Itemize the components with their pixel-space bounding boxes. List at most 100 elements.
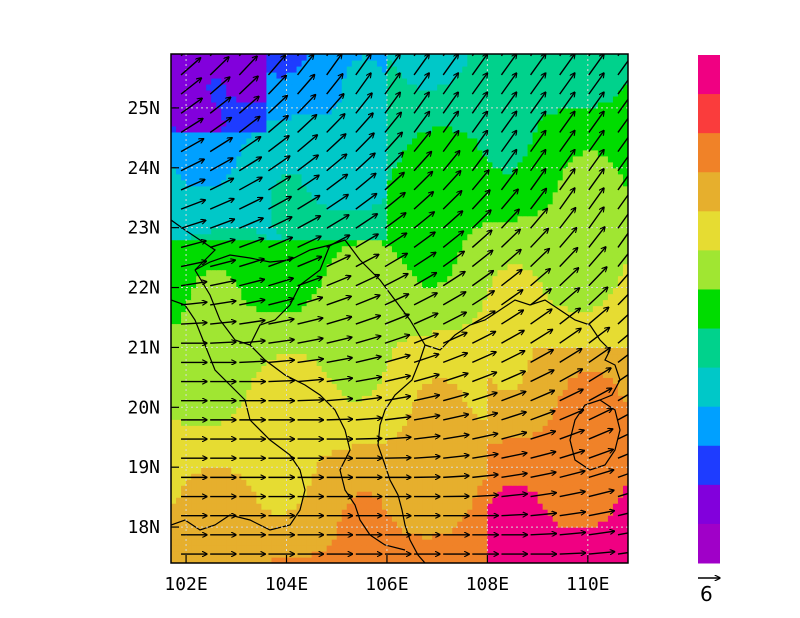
field-cell bbox=[281, 545, 288, 552]
field-cell bbox=[522, 353, 529, 360]
field-cell bbox=[417, 293, 423, 301]
field-cell bbox=[597, 425, 604, 432]
field-cell bbox=[391, 263, 398, 271]
field-cell bbox=[216, 419, 222, 426]
field-cell bbox=[351, 413, 358, 420]
field-cell bbox=[286, 443, 293, 450]
field-cell bbox=[286, 311, 293, 319]
field-cell bbox=[351, 353, 358, 360]
field-cell bbox=[276, 341, 283, 349]
field-cell bbox=[191, 371, 197, 378]
field-cell bbox=[512, 557, 519, 563]
field-cell bbox=[231, 521, 237, 528]
field-cell bbox=[326, 329, 333, 337]
field-cell bbox=[422, 383, 428, 390]
field-cell bbox=[271, 257, 278, 265]
field-cell bbox=[296, 527, 303, 534]
field-cell bbox=[552, 479, 559, 486]
field-cell bbox=[557, 545, 564, 552]
field-cell bbox=[291, 527, 298, 534]
field-cell bbox=[427, 545, 433, 552]
field-cell bbox=[391, 245, 398, 253]
field-cell bbox=[181, 407, 187, 414]
field-cell bbox=[607, 299, 614, 307]
field-cell bbox=[467, 413, 473, 420]
field-cell bbox=[391, 527, 398, 534]
field-cell bbox=[427, 383, 433, 390]
field-cell bbox=[321, 251, 328, 259]
field-cell bbox=[211, 263, 217, 271]
field-cell bbox=[532, 545, 539, 552]
field-cell bbox=[391, 467, 398, 474]
field-cell bbox=[341, 371, 348, 378]
field-cell bbox=[402, 497, 408, 504]
field-cell bbox=[261, 437, 268, 444]
field-cell bbox=[371, 341, 378, 349]
field-cell bbox=[457, 329, 463, 337]
field-cell bbox=[236, 551, 242, 558]
field-cell bbox=[432, 287, 438, 295]
field-cell bbox=[291, 329, 298, 337]
field-cell bbox=[492, 383, 499, 390]
field-cell bbox=[502, 491, 509, 498]
field-cell bbox=[507, 557, 514, 563]
field-cell bbox=[497, 377, 504, 384]
field-cell bbox=[537, 275, 544, 283]
field-cell bbox=[422, 437, 428, 444]
field-cell bbox=[316, 347, 323, 355]
field-cell bbox=[542, 365, 549, 372]
field-cell bbox=[386, 275, 393, 283]
field-cell bbox=[246, 419, 252, 426]
field-cell bbox=[196, 305, 202, 313]
field-cell bbox=[582, 305, 589, 313]
field-cell bbox=[366, 527, 373, 534]
field-cell bbox=[271, 371, 278, 378]
field-cell bbox=[472, 557, 478, 563]
field-cell bbox=[306, 389, 313, 396]
field-cell bbox=[457, 287, 463, 295]
field-cell bbox=[331, 305, 338, 313]
field-cell bbox=[396, 425, 403, 432]
field-cell bbox=[587, 413, 594, 420]
field-cell bbox=[356, 401, 363, 408]
field-cell bbox=[472, 455, 478, 462]
field-cell bbox=[417, 437, 423, 444]
field-cell bbox=[437, 467, 443, 474]
field-cell bbox=[622, 455, 628, 462]
field-cell bbox=[176, 353, 182, 360]
field-cell bbox=[497, 389, 504, 396]
field-cell bbox=[497, 305, 504, 313]
field-cell bbox=[266, 461, 273, 468]
field-cell bbox=[326, 287, 333, 295]
field-cell bbox=[386, 461, 393, 468]
field-cell bbox=[311, 353, 318, 360]
field-cell bbox=[286, 485, 293, 492]
field-cell bbox=[336, 377, 343, 384]
field-cell bbox=[201, 323, 207, 331]
field-cell bbox=[562, 365, 569, 372]
field-cell bbox=[492, 443, 499, 450]
field-cell bbox=[417, 377, 423, 384]
field-cell bbox=[356, 509, 363, 516]
field-cell bbox=[206, 305, 212, 313]
field-cell bbox=[346, 407, 353, 414]
field-cell bbox=[241, 275, 247, 283]
field-cell bbox=[542, 407, 549, 414]
field-cell bbox=[286, 467, 293, 474]
field-cell bbox=[417, 533, 423, 540]
field-cell bbox=[602, 311, 609, 319]
field-cell bbox=[532, 275, 539, 283]
field-cell bbox=[381, 377, 388, 384]
field-cell bbox=[236, 467, 242, 474]
field-cell bbox=[356, 533, 363, 540]
field-cell bbox=[381, 287, 388, 295]
field-cell bbox=[402, 401, 408, 408]
field-cell bbox=[522, 287, 529, 295]
field-cell bbox=[181, 257, 187, 265]
field-cell bbox=[221, 281, 227, 289]
field-cell bbox=[356, 479, 363, 486]
field-cell bbox=[557, 251, 564, 259]
field-cell bbox=[331, 509, 338, 516]
field-cell bbox=[336, 509, 343, 516]
field-cell bbox=[472, 305, 478, 313]
